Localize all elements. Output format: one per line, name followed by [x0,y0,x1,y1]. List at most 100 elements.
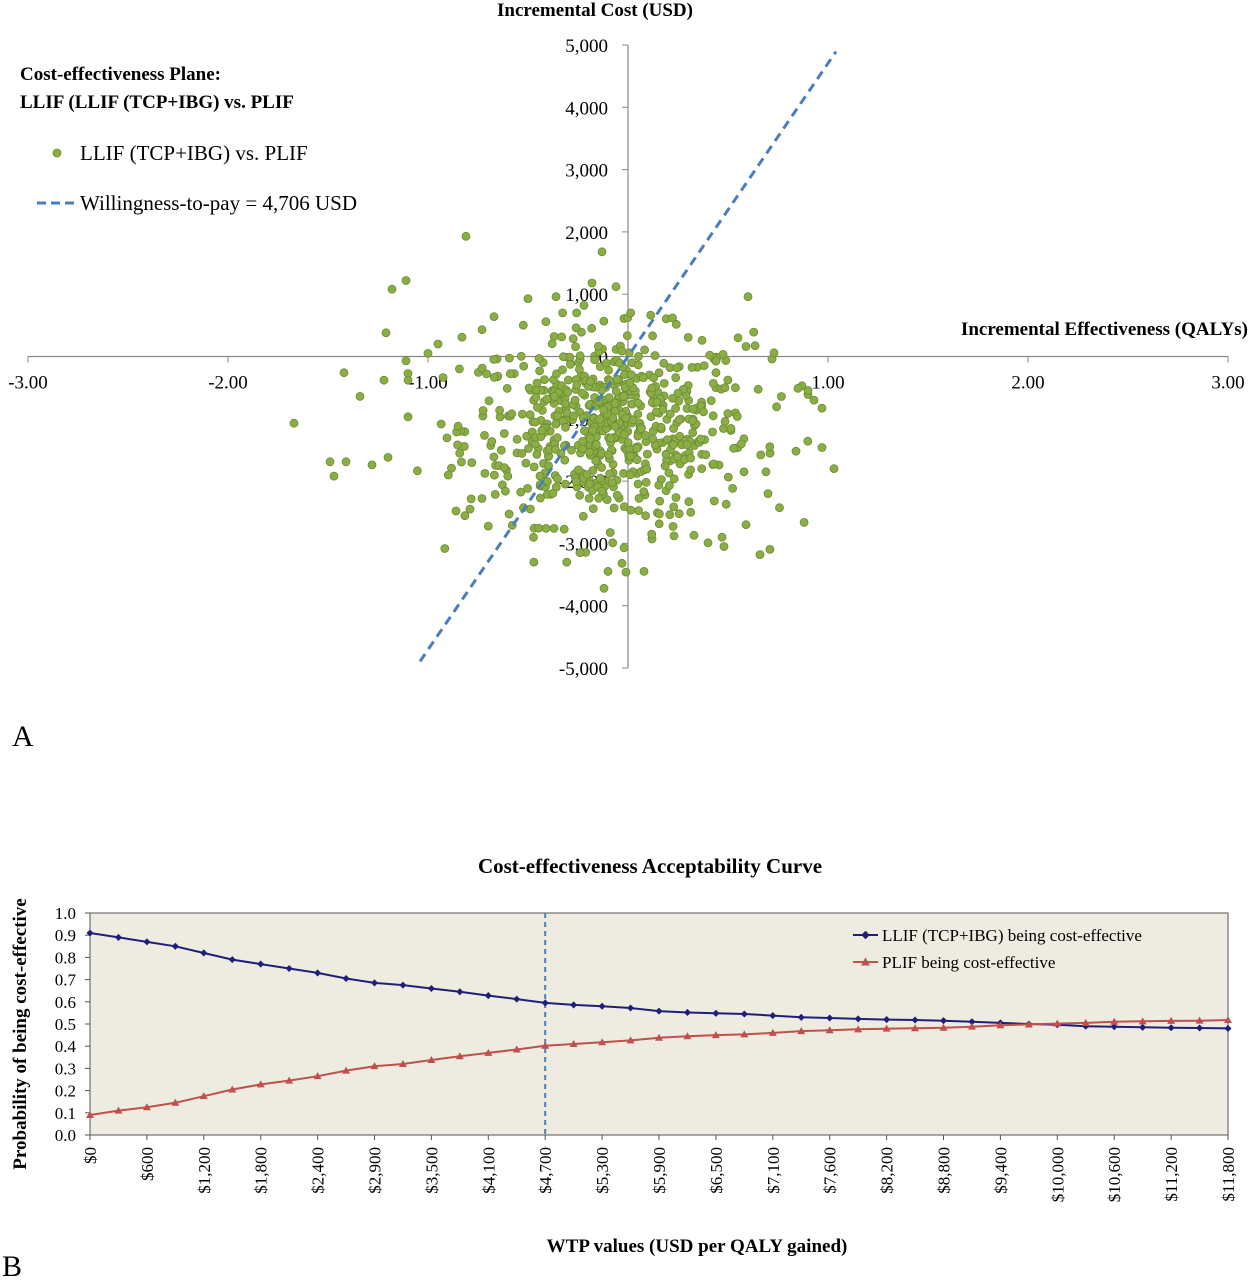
scatter-point [708,427,717,437]
scatter-point [650,351,660,360]
scatter-point [599,405,608,415]
legend-scatter-label: LLIF (TCP+IBG) vs. PLIF [80,141,308,165]
scatter-point [502,383,512,393]
llif-point [399,981,407,989]
scatter-point [560,479,570,489]
scatter-point [829,464,839,474]
scatter-point [529,532,538,542]
plif-point [683,1032,692,1040]
panel-b-y-tick-label: 0.5 [55,1015,76,1034]
scatter-point [489,372,499,382]
scatter-point [688,428,698,438]
scatter-point [541,317,551,327]
scatter-point [672,363,682,373]
scatter-point [619,429,629,439]
scatter-point [524,444,533,453]
scatter-point [596,473,605,483]
scatter-point [765,442,775,452]
scatter-point [367,460,377,470]
scatter-point [325,457,335,467]
scatter-point [611,386,621,396]
scatter-point [723,375,733,385]
panel-b-x-tick-label: $11,800 [1219,1147,1238,1202]
scatter-point [585,434,595,444]
panel-a-x-tick-labels: -3.00 -2.00 -1.00 1.00 2.00 3.00 [8,373,1244,394]
llif-point [712,1009,720,1017]
scatter-point [383,452,393,462]
scatter-point [683,332,693,342]
scatter-point [655,509,664,519]
scatter-point [537,426,547,436]
llif-point [683,1008,691,1016]
scatter-point [542,394,552,404]
scatter-point [547,339,557,349]
scatter-point [633,398,643,408]
scatter-point [570,395,580,405]
scatter-point [560,455,570,465]
scatter-point [519,361,529,371]
panel-a-x-tick-label: -1.00 [408,373,448,394]
scatter-point [540,375,549,385]
scatter-point [438,373,448,382]
scatter-point [634,493,644,503]
llif-point [456,988,464,996]
llif-point [370,979,379,987]
scatter-point [609,503,619,513]
panel-b-x-tick-label: $7,100 [764,1147,783,1194]
scatter-point [477,363,487,373]
scatter-point [289,418,299,428]
scatter-point [625,470,635,480]
panel-b-y-tick-label: 0.2 [55,1082,76,1101]
scatter-point [564,375,573,385]
scatter-point [575,490,585,500]
panel-a-scatter-points [289,231,839,593]
panel-b-x-tick-label: $4,100 [479,1147,498,1194]
llif-point [939,1017,948,1025]
plif-point [86,1111,94,1119]
scatter-point [504,509,514,519]
panel-a-x-tick-label: 2.00 [1011,373,1044,394]
scatter-point [329,471,339,481]
scatter-point [803,386,813,395]
legend-llif-label: LLIF (TCP+IBG) being cost-effective [882,926,1142,945]
scatter-point [557,332,567,342]
scatter-point [381,328,391,338]
scatter-point [732,412,742,421]
llif-point [627,1004,635,1012]
llif-point [570,1001,578,1009]
scatter-point [582,470,592,479]
scatter-point [517,448,527,458]
scatter-point [654,519,664,529]
wtp-line [418,50,838,663]
scatter-point [387,284,397,294]
scatter-point [634,351,643,361]
scatter-point [728,483,737,493]
panel-b-label: B [2,1250,22,1280]
scatter-point [626,308,636,318]
scatter-point [761,467,771,477]
plif-point [484,1048,493,1056]
scatter-point [341,457,351,467]
scatter-point [633,360,643,370]
scatter-point [571,477,581,487]
panel-b-y-tick-label: 0.7 [55,971,77,990]
scatter-point [669,424,678,433]
legend-wtp-label: Willingness-to-pay = 4,706 USD [80,191,357,215]
llif-point [342,974,350,983]
plif-point [569,1039,578,1047]
scatter-point [696,434,706,444]
scatter-point [606,433,616,443]
scatter-point [587,278,597,288]
panel-b-y-tick-labels: 1.0 0.9 0.8 0.7 0.6 0.5 0.4 0.3 0.2 0.1 0.0 [55,904,90,1145]
scatter-point [755,550,765,559]
legend-plif-marker [861,957,870,966]
panel-b-x-tick-label: $9,400 [991,1147,1010,1194]
scatter-point [549,524,559,533]
scatter-point [550,444,560,454]
scatter-point [451,506,461,516]
scatter-point [723,472,733,482]
panel-a-subtitle: LLIF (LLIF (TCP+IBG) vs. PLIF [20,92,294,113]
scatter-point [585,479,594,489]
scatter-point [608,538,618,548]
scatter-point [584,493,594,503]
